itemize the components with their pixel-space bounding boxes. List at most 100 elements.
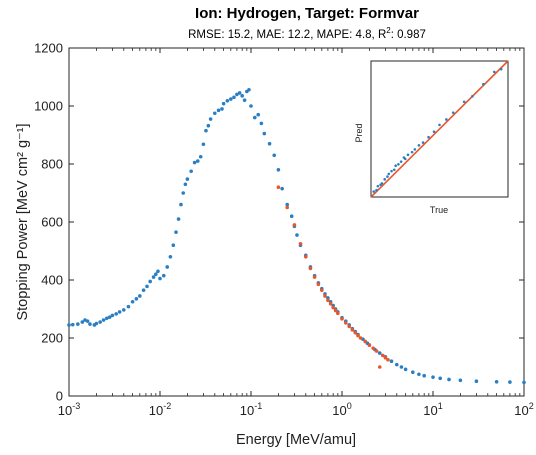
measured-point xyxy=(438,376,443,381)
predicted-point xyxy=(276,185,281,189)
predicted-point xyxy=(292,223,297,227)
inset-point xyxy=(380,182,384,185)
predicted-point xyxy=(298,241,303,246)
measured-point xyxy=(494,379,499,384)
measured-point xyxy=(201,142,206,147)
inset-point xyxy=(399,160,403,163)
x-tick-label: 102 xyxy=(514,401,533,418)
measured-point xyxy=(176,217,181,221)
inset-point xyxy=(413,148,417,151)
inset-point xyxy=(376,184,380,188)
inset-point xyxy=(390,169,393,173)
inset-point xyxy=(493,70,496,74)
inset-y-axis-label: Pred xyxy=(354,123,364,142)
measured-point xyxy=(221,101,226,106)
y-tick-label: 600 xyxy=(41,215,63,230)
measured-point xyxy=(101,318,106,322)
measured-point xyxy=(76,322,80,326)
predicted-point xyxy=(367,343,372,348)
measured-point xyxy=(134,297,139,301)
measured-point xyxy=(145,284,149,289)
measured-point xyxy=(225,98,230,103)
x-tick-label: 10-1 xyxy=(240,401,262,418)
measured-point xyxy=(474,379,479,384)
measured-point xyxy=(422,373,426,378)
inset-point xyxy=(445,118,448,121)
measured-point xyxy=(185,177,190,181)
measured-point xyxy=(126,304,131,309)
measured-point xyxy=(85,319,90,323)
measured-point xyxy=(247,87,251,92)
measured-point xyxy=(272,153,277,158)
predicted-point xyxy=(356,333,360,338)
inset-point xyxy=(482,82,485,86)
measured-point xyxy=(212,111,217,116)
predicted-point xyxy=(285,205,290,210)
measured-point xyxy=(107,315,112,319)
predicted-point xyxy=(328,301,333,306)
inset-point xyxy=(417,144,421,147)
measured-point xyxy=(237,91,242,95)
measured-point xyxy=(179,202,183,207)
predicted-point xyxy=(358,336,363,340)
measured-point xyxy=(168,254,173,259)
predicted-point xyxy=(374,349,379,353)
measured-point xyxy=(181,191,186,195)
predicted-point xyxy=(340,317,344,321)
measured-point xyxy=(148,279,152,284)
inset-point xyxy=(410,150,414,154)
measured-point xyxy=(198,154,203,159)
measured-point xyxy=(80,320,85,324)
measured-point xyxy=(174,230,178,234)
measured-point xyxy=(189,169,193,174)
x-axis: 10-3 10-2 10-1 100 101 102 xyxy=(58,48,534,418)
measured-point xyxy=(117,310,122,314)
measured-point xyxy=(240,94,244,98)
measured-point xyxy=(151,275,156,279)
measured-point xyxy=(141,288,146,292)
measured-point xyxy=(259,121,264,126)
measured-point xyxy=(417,372,421,377)
measured-point xyxy=(98,320,102,324)
measured-point xyxy=(67,323,71,327)
predicted-point xyxy=(308,266,313,271)
measured-point xyxy=(130,299,135,304)
measured-point xyxy=(242,98,247,102)
measured-point xyxy=(389,359,394,364)
measured-point xyxy=(229,97,233,101)
measured-point xyxy=(165,265,170,269)
predicted-point xyxy=(336,311,340,316)
inset-point xyxy=(372,190,376,193)
measured-point xyxy=(235,92,239,97)
predicted-point xyxy=(353,330,358,335)
inset-point xyxy=(383,178,387,181)
inset-point xyxy=(394,164,397,168)
measured-point xyxy=(192,160,197,165)
predicted-point xyxy=(386,357,390,362)
inset-plot: True Pred xyxy=(354,60,509,215)
inset-point xyxy=(392,168,396,172)
chart-subtitle: RMSE: 15.2, MAE: 12.2, MAPE: 4.8, R2: 0.… xyxy=(188,26,426,41)
chart-title: Ion: Hydrogen, Target: Formvar xyxy=(195,5,419,22)
measured-point xyxy=(267,141,272,146)
y-tick-label: 0 xyxy=(56,389,63,404)
measured-point xyxy=(289,214,294,218)
measured-point xyxy=(154,272,158,277)
inset-point xyxy=(462,100,466,104)
measured-point xyxy=(220,107,224,111)
measured-point xyxy=(508,380,512,384)
predicted-point xyxy=(343,321,348,325)
predicted-point xyxy=(316,282,321,287)
predicted-point xyxy=(377,365,382,369)
inset-series-group xyxy=(370,60,509,198)
inset-point xyxy=(427,135,430,139)
inset-point xyxy=(397,163,400,166)
measured-point xyxy=(377,351,382,355)
predicted-point xyxy=(333,308,338,313)
inset-fit-line xyxy=(370,60,509,198)
measured-point xyxy=(411,370,415,375)
measured-point xyxy=(88,322,92,326)
measured-point xyxy=(252,115,257,120)
y-tick-label: 800 xyxy=(41,157,63,172)
measured-point xyxy=(216,108,221,113)
